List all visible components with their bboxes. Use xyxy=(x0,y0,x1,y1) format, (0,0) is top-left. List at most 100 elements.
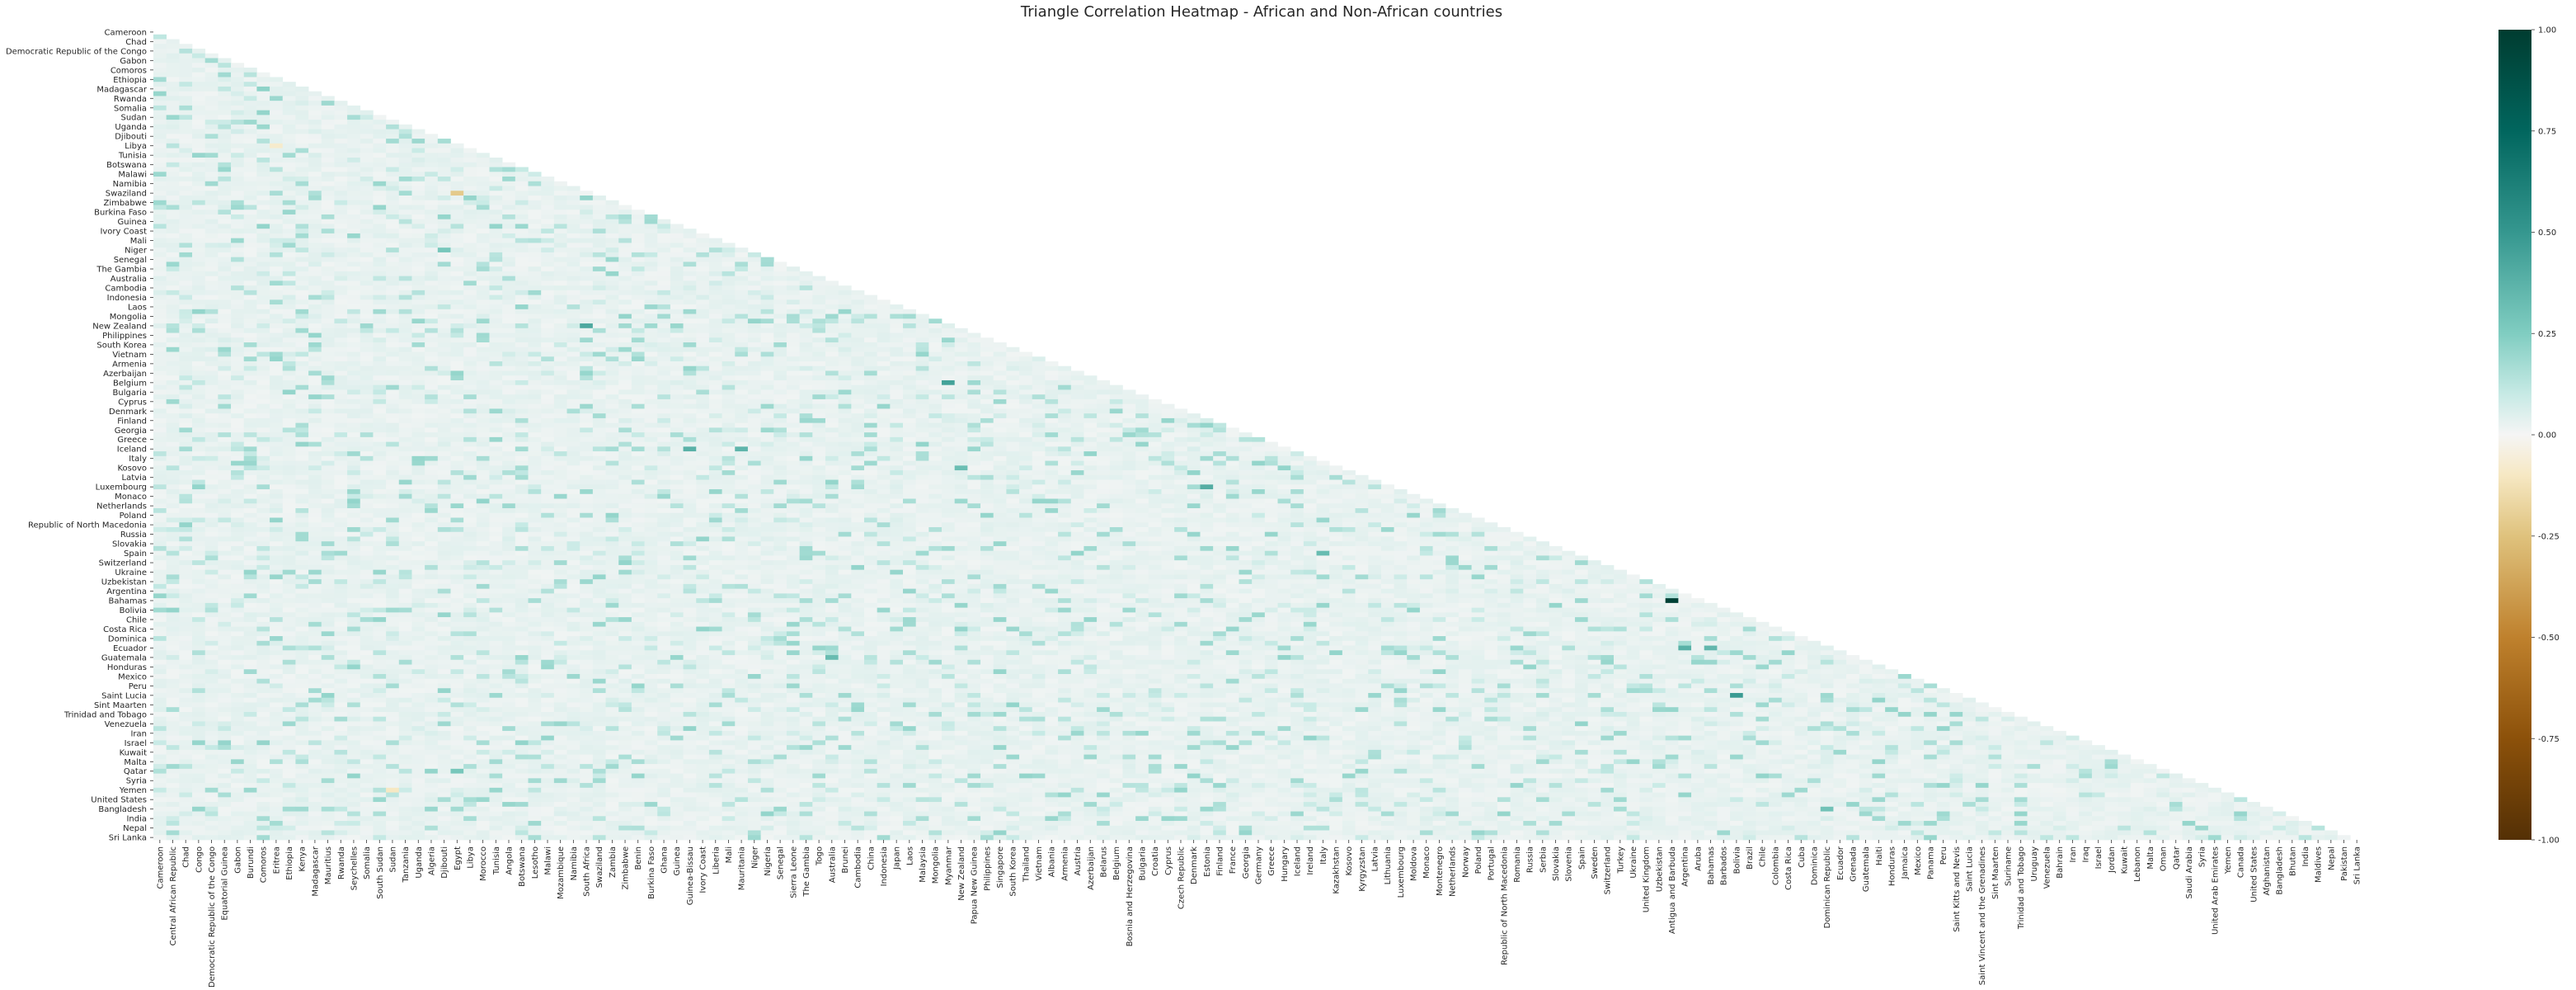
heatmap-cell xyxy=(218,304,232,310)
heatmap-cell xyxy=(670,455,684,461)
heatmap-cell xyxy=(553,323,567,329)
heatmap-cell xyxy=(863,356,878,362)
heatmap-cell xyxy=(735,299,749,305)
heatmap-cell xyxy=(786,361,800,367)
heatmap-cell xyxy=(605,328,619,333)
heatmap-cell xyxy=(903,465,917,471)
heatmap-cell xyxy=(515,238,529,243)
heatmap-cell xyxy=(295,351,309,357)
heatmap-cell xyxy=(670,318,684,324)
heatmap-cell xyxy=(321,403,335,409)
heatmap-cell xyxy=(967,337,981,343)
heatmap-cell xyxy=(282,200,296,205)
heatmap-cell xyxy=(1225,474,1239,480)
heatmap-cell xyxy=(308,323,322,329)
heatmap-cell xyxy=(270,470,284,476)
heatmap-cell xyxy=(398,436,412,442)
heatmap-cell xyxy=(683,346,697,352)
heatmap-cell xyxy=(515,351,529,357)
heatmap-cell xyxy=(618,276,632,281)
heatmap-cell xyxy=(373,191,387,196)
heatmap-cell xyxy=(489,441,503,447)
heatmap-row xyxy=(153,48,206,54)
heatmap-cell xyxy=(373,229,387,234)
heatmap-cell xyxy=(553,224,567,229)
heatmap-row xyxy=(153,238,722,243)
heatmap-cell xyxy=(760,271,774,276)
heatmap-cell xyxy=(282,370,296,376)
heatmap-cell xyxy=(425,167,439,172)
heatmap-cell xyxy=(1213,460,1227,466)
heatmap-cell xyxy=(903,451,917,457)
heatmap-cell xyxy=(308,120,322,125)
heatmap-cell xyxy=(722,295,736,300)
heatmap-cell xyxy=(308,200,322,205)
heatmap-cell xyxy=(425,351,439,357)
heatmap-cell xyxy=(683,441,697,447)
heatmap-cell xyxy=(515,460,529,466)
heatmap-cell xyxy=(1084,455,1098,461)
heatmap-cell xyxy=(231,120,245,125)
heatmap-cell xyxy=(644,318,658,324)
heatmap-cell xyxy=(192,238,206,243)
heatmap-cell xyxy=(683,337,697,343)
heatmap-cell xyxy=(592,309,606,314)
heatmap-cell xyxy=(282,248,296,253)
heatmap-cell xyxy=(153,86,167,92)
heatmap-cell xyxy=(308,224,322,229)
heatmap-cell xyxy=(243,474,257,480)
heatmap-cell xyxy=(708,455,722,461)
heatmap-cell xyxy=(179,489,193,495)
heatmap-cell xyxy=(450,323,464,329)
heatmap-cell xyxy=(1290,489,1304,495)
heatmap-cell xyxy=(502,248,516,253)
heatmap-cell xyxy=(192,200,206,205)
heatmap-cell xyxy=(256,460,270,466)
heatmap-cell xyxy=(928,441,942,447)
heatmap-cell xyxy=(786,342,800,348)
heatmap-cell xyxy=(566,285,581,291)
heatmap-cell xyxy=(308,181,322,186)
heatmap-cell xyxy=(308,361,322,367)
heatmap-cell xyxy=(204,365,219,371)
heatmap-cell xyxy=(954,446,968,452)
heatmap-cell xyxy=(153,337,167,343)
heatmap-cell xyxy=(696,436,710,442)
heatmap-cell xyxy=(515,465,529,471)
heatmap-cell xyxy=(553,489,567,495)
heatmap-cell xyxy=(631,346,645,352)
heatmap-cell xyxy=(773,493,787,499)
heatmap-cell xyxy=(411,441,425,447)
heatmap-cell xyxy=(786,417,800,423)
heatmap-cell xyxy=(592,214,606,220)
heatmap-cell xyxy=(243,200,257,205)
heatmap-cell xyxy=(334,365,348,371)
heatmap-cell xyxy=(502,489,516,495)
heatmap-cell xyxy=(398,403,412,409)
heatmap-cell xyxy=(411,342,425,348)
heatmap-cell xyxy=(295,129,309,134)
heatmap-cell xyxy=(566,195,581,201)
heatmap-cell xyxy=(631,365,645,371)
heatmap-cell xyxy=(347,314,361,319)
heatmap-cell xyxy=(270,96,284,101)
heatmap-cell xyxy=(838,460,852,466)
heatmap-cell xyxy=(166,67,180,73)
heatmap-cell xyxy=(192,224,206,229)
heatmap-cell xyxy=(928,351,942,357)
heatmap-cell xyxy=(256,110,270,116)
heatmap-cell xyxy=(179,474,193,480)
heatmap-cell xyxy=(450,398,464,405)
heatmap-cell xyxy=(1045,413,1059,419)
heatmap-cell xyxy=(270,77,284,82)
heatmap-cell xyxy=(360,285,374,291)
heatmap-cell xyxy=(347,427,361,433)
heatmap-cell xyxy=(179,101,193,106)
heatmap-cell xyxy=(528,205,542,210)
heatmap-cell xyxy=(282,243,296,248)
heatmap-cell xyxy=(373,356,387,362)
heatmap-cell xyxy=(1213,451,1227,457)
heatmap-cell xyxy=(812,318,826,324)
heatmap-cell xyxy=(877,351,891,357)
heatmap-cell xyxy=(528,498,542,504)
